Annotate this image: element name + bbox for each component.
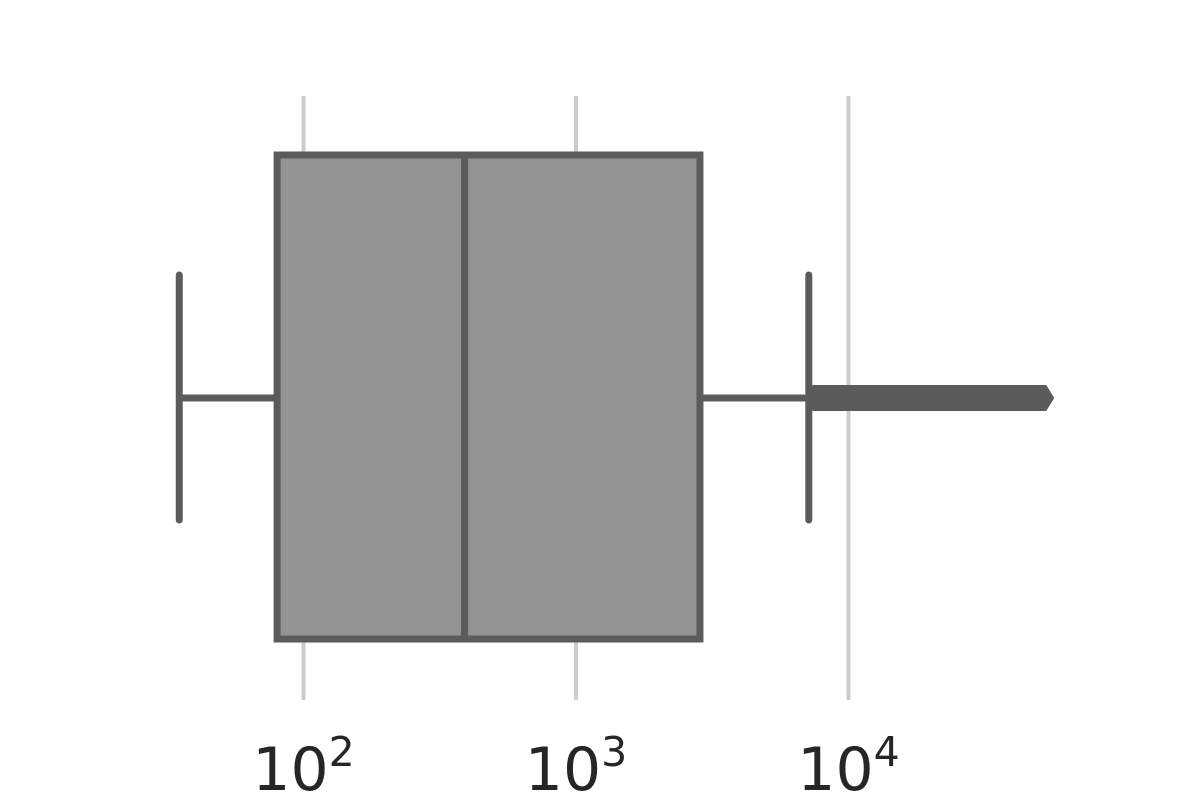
x-axis-tick-labels: 102 103 104 bbox=[252, 728, 899, 800]
outlier-points bbox=[804, 385, 1055, 411]
x-tick-label-0: 102 bbox=[252, 728, 354, 800]
x-tick-label-1: 103 bbox=[525, 728, 627, 800]
x-tick-label-2: 104 bbox=[797, 728, 899, 800]
box-plot bbox=[175, 151, 1055, 643]
iqr-box bbox=[273, 151, 704, 643]
